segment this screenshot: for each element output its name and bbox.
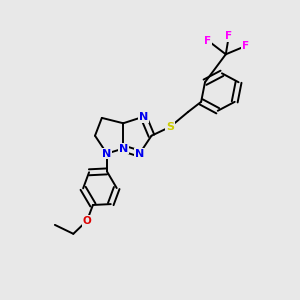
Text: F: F (225, 32, 232, 41)
Text: S: S (166, 122, 174, 132)
Text: F: F (204, 36, 211, 46)
Text: N: N (102, 148, 112, 159)
Text: O: O (82, 216, 91, 226)
Text: N: N (139, 112, 148, 122)
Text: N: N (118, 143, 128, 154)
Text: F: F (242, 41, 249, 51)
Text: N: N (135, 148, 144, 159)
